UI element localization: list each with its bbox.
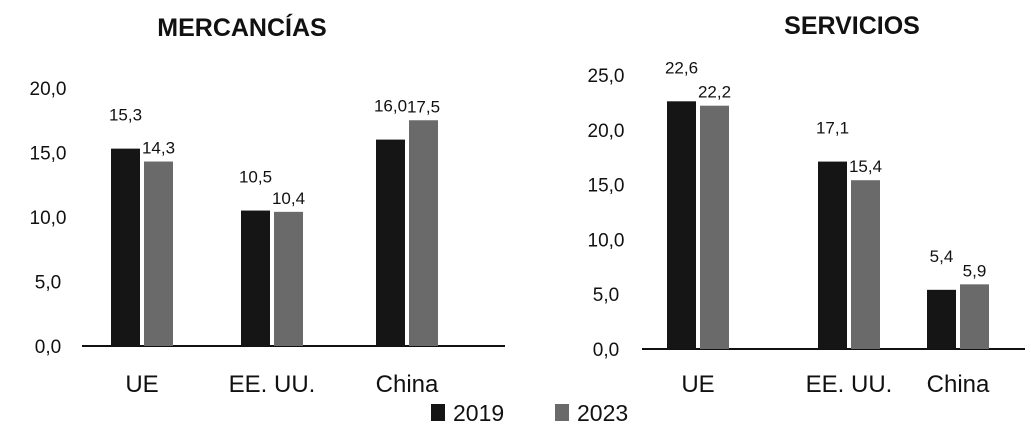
bar-2023-servicios bbox=[700, 105, 729, 349]
category-label: China bbox=[927, 371, 990, 398]
y-tick-label: 10,0 bbox=[588, 230, 625, 251]
y-tick-label: 15,0 bbox=[30, 144, 67, 165]
bar-2023-mercancias bbox=[144, 161, 173, 346]
bar-2023-servicios bbox=[960, 284, 989, 349]
bar-2023-mercancias bbox=[274, 211, 303, 346]
data-labels-servicios: 22,622,2 17,115,4 5,4 5,9 bbox=[665, 58, 986, 280]
bars-mercancias bbox=[111, 120, 438, 346]
data-labels-mercancias: 15,314,3 10,510,4 16,0 17,5 bbox=[109, 97, 440, 208]
y-tick-label: 5,0 bbox=[35, 273, 61, 294]
data-label-2023: 5,9 bbox=[963, 261, 987, 280]
y-tick-label: 0,0 bbox=[35, 337, 61, 358]
y-axis-mercancias: 0,0 5,0 10,0 15,0 20,0 bbox=[30, 79, 67, 358]
chart-servicios: SERVICIOS 0,0 5,0 10,0 15,0 20,0 25,0 22,622,… bbox=[588, 12, 1025, 398]
y-tick-label: 10,0 bbox=[30, 208, 67, 229]
y-tick-label: 20,0 bbox=[30, 79, 67, 100]
category-label: EE. UU. bbox=[229, 371, 316, 398]
bar-2019-servicios bbox=[667, 101, 696, 349]
bar-2019-mercancias bbox=[241, 210, 270, 346]
y-tick-label: 15,0 bbox=[588, 176, 625, 197]
legend-swatch-2019 bbox=[431, 404, 445, 421]
bar-2023-mercancias bbox=[409, 120, 438, 346]
bar-2019-mercancias bbox=[376, 139, 405, 346]
bar-2019-servicios bbox=[818, 161, 847, 349]
data-label-2019: 16,0 bbox=[374, 97, 407, 116]
data-label-2023: 15,4 bbox=[849, 157, 882, 176]
y-axis-servicios: 0,0 5,0 10,0 15,0 20,0 25,0 bbox=[588, 66, 625, 361]
legend-swatch-2023 bbox=[555, 404, 569, 421]
category-label: UE bbox=[681, 371, 714, 398]
chart-mercancias: MERCANCÍAS 0,0 5,0 10,0 15,0 20,0 15,314,3 10… bbox=[30, 13, 505, 398]
data-label-2019: 10,5 bbox=[239, 168, 272, 187]
data-label-2019: 22,6 bbox=[665, 58, 698, 77]
bar-2023-servicios bbox=[851, 180, 880, 349]
data-label-2023: 22,2 bbox=[698, 83, 731, 102]
category-labels-servicios: UE EE. UU. China bbox=[681, 371, 990, 398]
category-label: EE. UU. bbox=[806, 371, 893, 398]
y-tick-label: 5,0 bbox=[593, 285, 619, 306]
data-label-2019: 17,1 bbox=[816, 119, 849, 138]
legend-label-2023: 2023 bbox=[577, 400, 628, 426]
y-tick-label: 0,0 bbox=[593, 340, 619, 361]
bar-2019-servicios bbox=[927, 289, 956, 349]
category-label: UE bbox=[125, 371, 158, 398]
bars-servicios bbox=[667, 101, 989, 349]
data-label-2019: 15,3 bbox=[109, 106, 142, 125]
y-tick-label: 20,0 bbox=[588, 121, 625, 142]
data-label-2023: 17,5 bbox=[407, 97, 440, 116]
chart-title-mercancias: MERCANCÍAS bbox=[157, 13, 326, 42]
data-label-2023: 10,4 bbox=[272, 189, 305, 208]
chart-title-servicios: SERVICIOS bbox=[784, 12, 920, 40]
category-labels-mercancias: UE EE. UU. China bbox=[125, 371, 439, 398]
legend-label-2019: 2019 bbox=[453, 400, 504, 426]
bar-2019-mercancias bbox=[111, 148, 140, 346]
y-tick-label: 25,0 bbox=[588, 66, 625, 87]
data-label-2023: 14,3 bbox=[142, 139, 175, 158]
legend: 2019 2023 bbox=[431, 400, 628, 426]
category-label: China bbox=[376, 371, 439, 398]
data-label-2019: 5,4 bbox=[930, 247, 954, 266]
